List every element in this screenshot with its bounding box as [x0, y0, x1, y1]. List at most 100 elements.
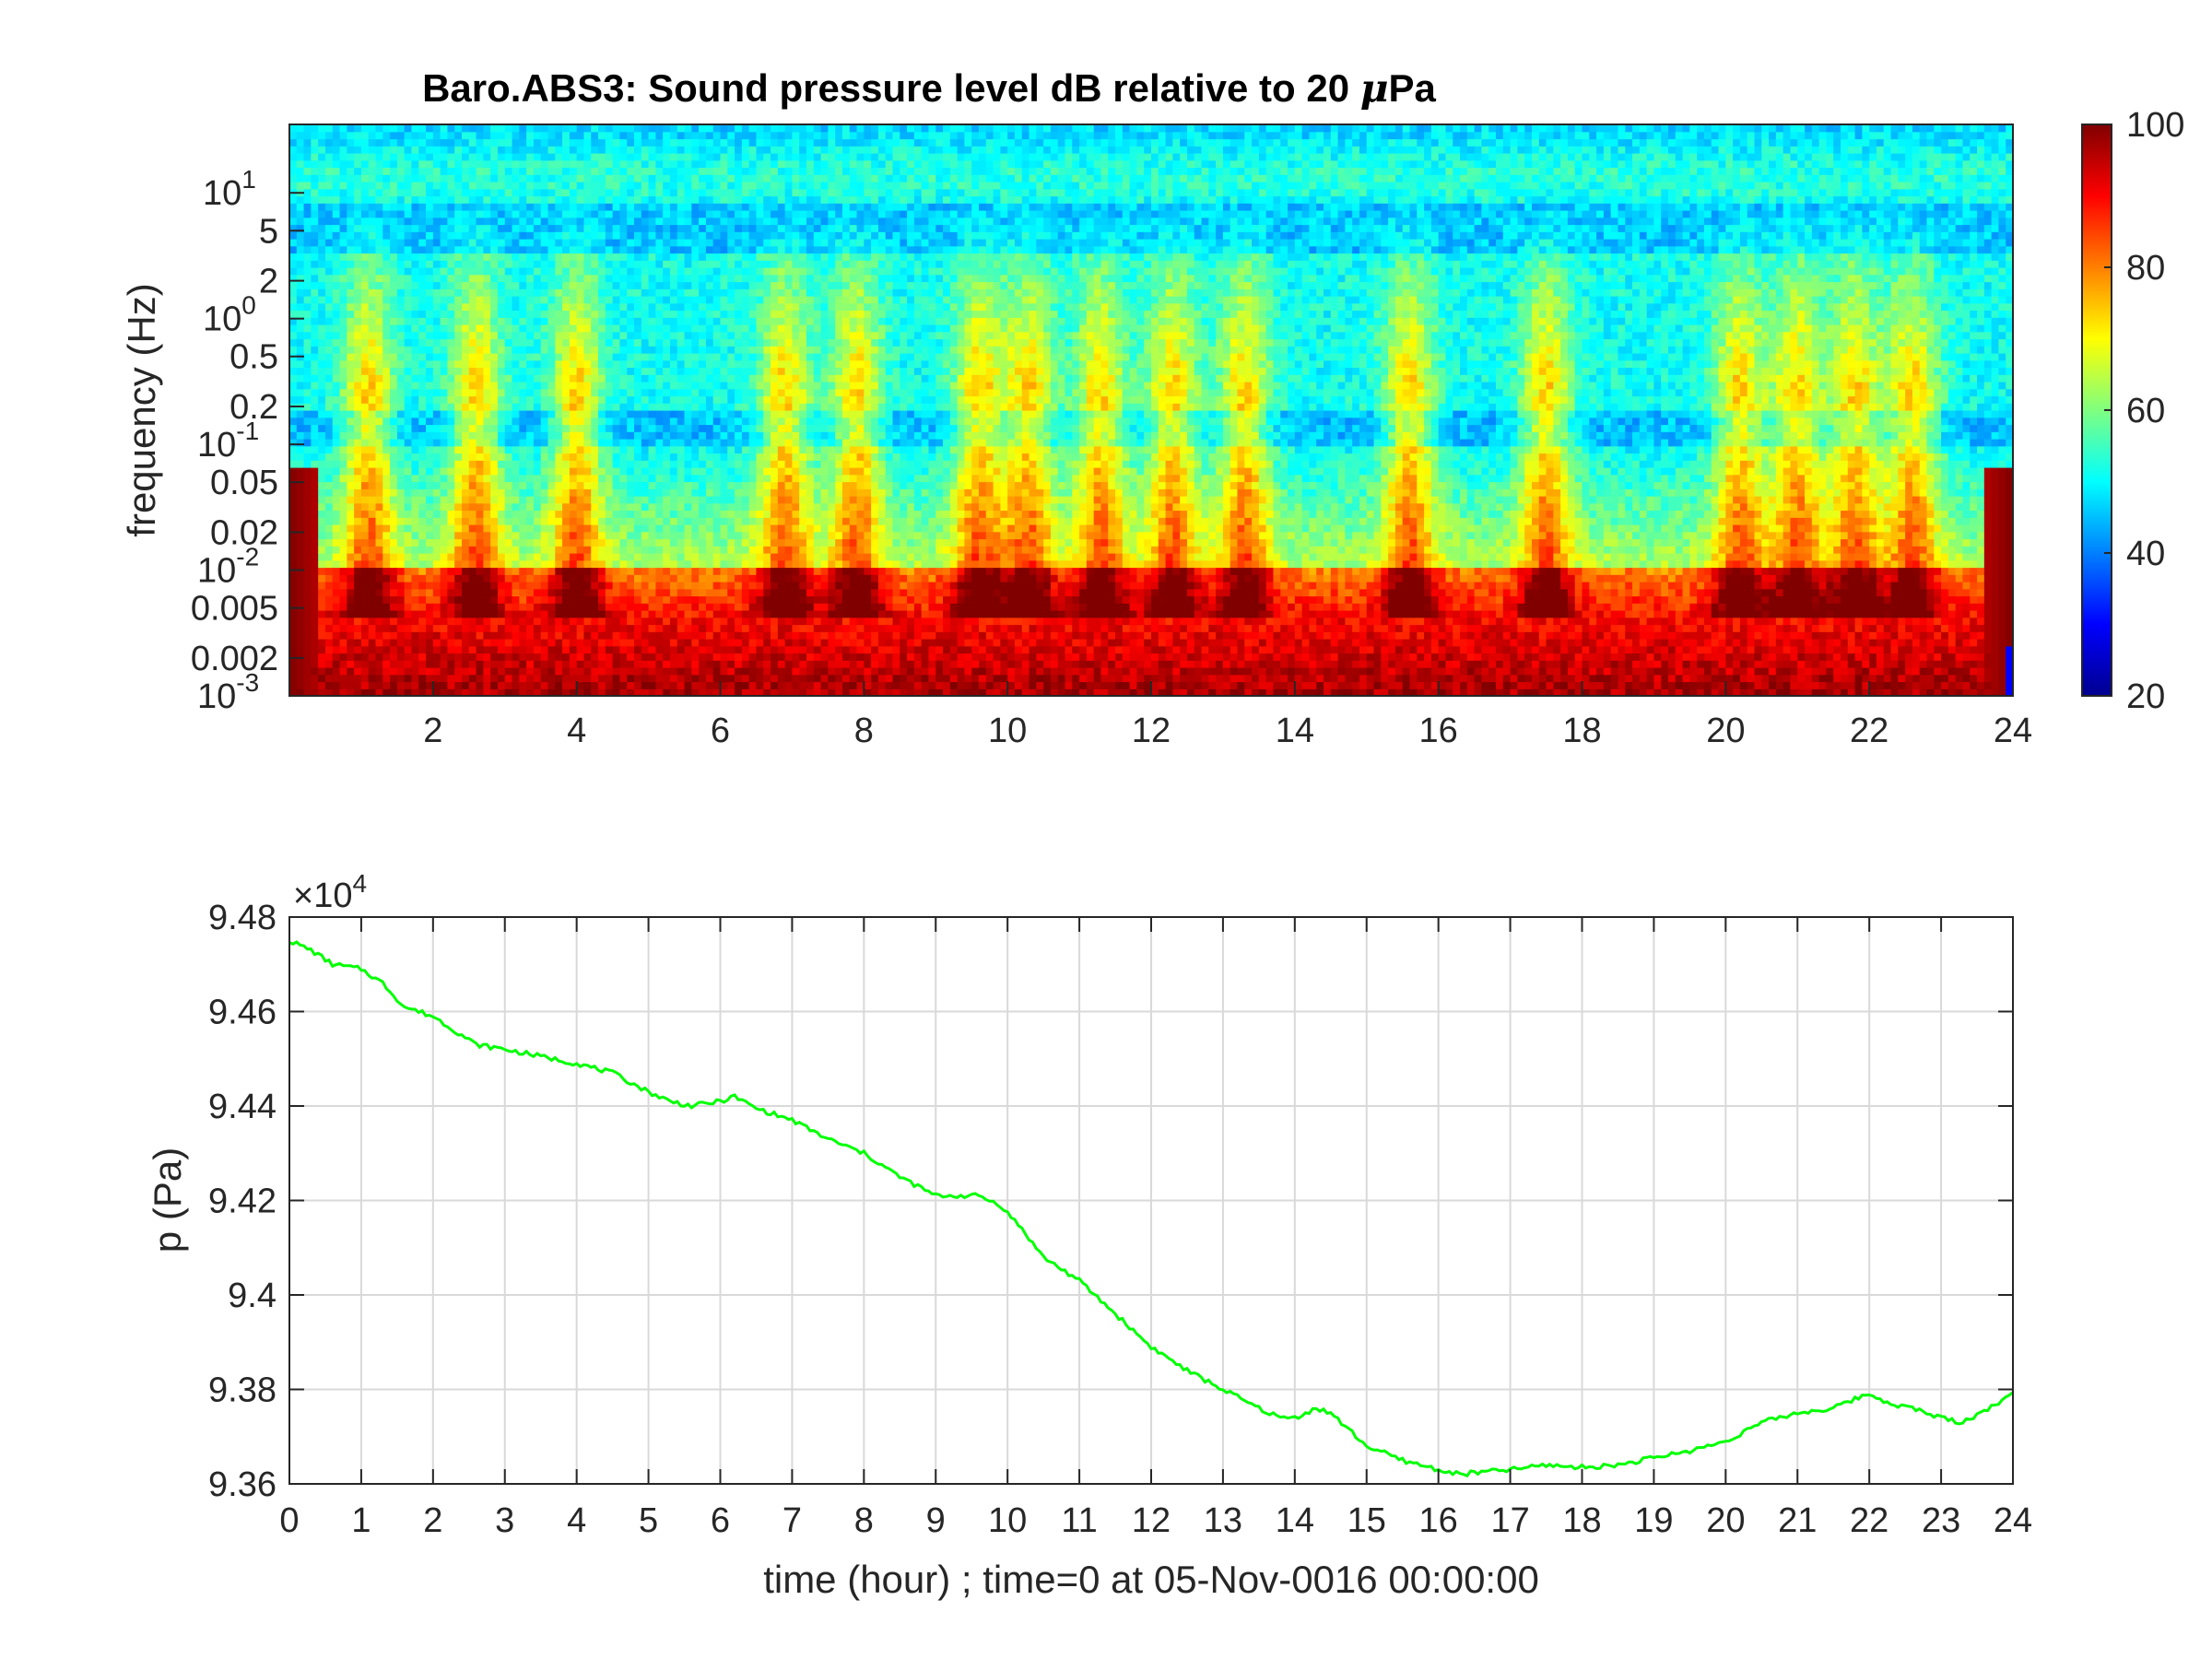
spectrogram-cell	[727, 388, 735, 397]
spectrogram-cell	[512, 210, 520, 218]
spectrogram-cell	[519, 217, 527, 226]
spectrogram-cell	[296, 502, 305, 512]
spectrogram-cell	[612, 153, 621, 161]
spectrogram-cell	[634, 553, 642, 561]
spectrogram-cell	[619, 431, 628, 440]
spectrogram-cell	[669, 153, 678, 161]
spectrogram-cell	[526, 288, 535, 297]
spectrogram-cell	[677, 553, 686, 561]
spectrogram-cell	[354, 388, 362, 397]
spectrogram-cell	[540, 124, 549, 133]
spectrogram-cell	[634, 567, 642, 575]
spectrogram-cell	[490, 639, 499, 647]
spectrogram-cell	[648, 481, 656, 489]
spectrogram-cell	[360, 460, 370, 468]
spectrogram-cell	[462, 417, 470, 426]
spectrogram-cell	[324, 260, 334, 268]
spectrogram-cell	[382, 510, 391, 518]
spectrogram-cell	[432, 188, 441, 197]
spectrogram-cell	[655, 538, 664, 547]
spectrogram-cell	[569, 660, 578, 668]
spectrogram-cell	[512, 502, 520, 512]
spectrogram-cell	[360, 410, 370, 418]
spectrogram-cell	[296, 159, 305, 169]
spectrogram-cell	[497, 353, 506, 361]
spectrogram-cell	[526, 538, 535, 547]
spectrogram-cell	[634, 431, 642, 440]
spectrogram-cell	[655, 388, 664, 397]
spectrogram-cell	[677, 267, 686, 276]
spectrogram-cell	[512, 331, 520, 340]
spectrogram-cell	[663, 574, 671, 582]
spectrogram-cell	[612, 617, 621, 626]
spectrogram-cell	[634, 439, 642, 447]
spectrogram-cell	[318, 531, 326, 540]
spectrogram-cell	[462, 453, 470, 461]
spectrogram-cell	[533, 281, 542, 289]
spectrogram-cell	[691, 338, 700, 347]
spectrogram-cell	[699, 481, 707, 489]
spectrogram-cell	[339, 296, 347, 304]
spectrogram-cell	[504, 274, 513, 283]
spectrogram-cell	[311, 424, 319, 432]
spectrogram-cell	[468, 188, 477, 197]
spectrogram-cell	[555, 460, 563, 468]
spectrogram-cell	[705, 410, 714, 418]
spectrogram-cell	[526, 274, 535, 283]
spectrogram-cell	[591, 159, 599, 169]
spectrogram-cell	[454, 553, 463, 561]
spectrogram-cell	[555, 631, 563, 640]
spectrogram-cell	[354, 588, 362, 597]
spectrogram-cell	[576, 567, 585, 575]
spectrogram-cell	[727, 338, 735, 347]
spectrogram-cell	[605, 538, 614, 547]
spectrogram-cell	[454, 310, 463, 318]
spectrogram-cell	[411, 239, 419, 247]
spectrogram-cell	[396, 502, 406, 512]
spectrogram-cell	[699, 510, 707, 518]
spectrogram-cell	[426, 617, 434, 626]
spectrogram-cell	[641, 574, 650, 582]
spectrogram-cell	[303, 131, 312, 140]
spectrogram-cell	[454, 417, 463, 426]
spectrogram-cell	[720, 531, 728, 540]
spectrogram-cell	[432, 167, 441, 175]
spectrogram-cell	[476, 510, 484, 518]
spectrogram-cell	[396, 159, 406, 169]
spectrogram-cell	[684, 582, 692, 590]
spectrogram-cell	[347, 453, 355, 461]
spectrogram-cell	[591, 631, 599, 640]
spectrogram-cell	[547, 224, 556, 232]
spectrogram-cell	[483, 224, 491, 232]
spectrogram-cell	[368, 481, 377, 489]
spectrogram-cell	[440, 296, 449, 304]
spectrogram-cell	[619, 260, 628, 268]
spectrogram-cell	[512, 538, 520, 547]
spectrogram-cell	[533, 182, 542, 190]
spectrogram-cell	[347, 124, 355, 133]
spectrogram-cell	[440, 474, 449, 483]
spectrogram-cell	[627, 131, 635, 140]
spectrogram-cell	[360, 274, 370, 283]
spectrogram-cell	[634, 538, 642, 547]
spectrogram-cell	[296, 302, 305, 312]
spectrogram-cell	[634, 331, 642, 340]
spectrogram-cell	[454, 617, 463, 626]
spectrogram-cell	[712, 567, 722, 575]
spectrogram-cell	[583, 538, 592, 547]
spectrogram-cell	[598, 338, 606, 347]
spectrogram-cell	[663, 510, 671, 518]
spectrogram-cell	[418, 538, 427, 547]
spectrogram-cell	[591, 559, 599, 569]
spectrogram-cell	[396, 374, 406, 382]
spectrogram-cell	[705, 338, 714, 347]
spectrogram-cell	[533, 445, 542, 454]
spectrogram-cell	[311, 274, 319, 283]
spectrogram-cell	[562, 253, 571, 261]
spectrogram-cell	[368, 382, 377, 390]
spectrogram-cell	[483, 610, 491, 618]
spectrogram-cell	[648, 153, 656, 161]
spectrogram-cell	[547, 603, 556, 611]
spectrogram-cell	[655, 488, 664, 497]
spectrogram-cell	[440, 553, 449, 561]
